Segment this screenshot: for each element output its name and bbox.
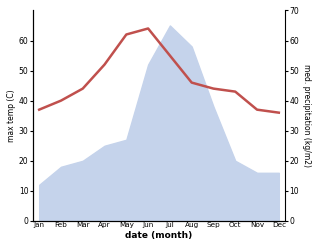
Y-axis label: med. precipitation (kg/m2): med. precipitation (kg/m2) <box>302 64 311 167</box>
X-axis label: date (month): date (month) <box>125 231 193 240</box>
Y-axis label: max temp (C): max temp (C) <box>7 89 16 142</box>
